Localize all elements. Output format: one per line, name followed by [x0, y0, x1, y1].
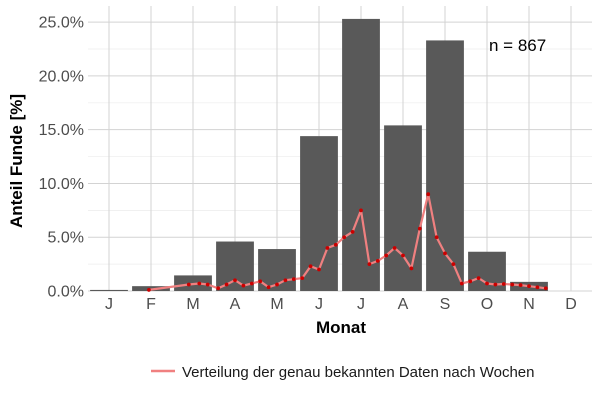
bar-series: [90, 18, 548, 292]
legend-label: Verteilung der genau bekannten Daten nac…: [182, 364, 535, 381]
line-point: [384, 253, 389, 258]
line-point: [186, 282, 191, 287]
line-point: [459, 281, 464, 286]
x-tick-label: F: [146, 296, 156, 313]
line-point: [367, 262, 372, 267]
y-tick-label: 0.0%: [48, 284, 84, 301]
line-point: [501, 282, 506, 286]
x-tick-label: M: [186, 296, 199, 313]
bar: [216, 241, 254, 291]
line-point: [485, 281, 489, 286]
y-tick-label: 20.0%: [39, 68, 84, 85]
line-point: [401, 253, 405, 258]
y-tick-labels: 0.0% 5.0% 10.0% 15.0% 20.0% 25.0%: [39, 15, 84, 301]
x-axis-title: Monat: [316, 318, 366, 337]
x-tick-label: A: [398, 296, 409, 313]
line-point: [350, 229, 355, 234]
line-point: [291, 277, 296, 282]
line-point: [527, 284, 531, 289]
bar: [342, 18, 380, 291]
legend: Verteilung der genau bekannten Daten nac…: [151, 364, 535, 381]
y-axis-title: Anteil Funde [%]: [7, 94, 26, 228]
line-point: [518, 283, 523, 287]
line-point: [216, 286, 221, 291]
line-point: [266, 285, 271, 290]
line-point: [342, 235, 347, 240]
sample-size-annotation: n = 867: [489, 36, 546, 55]
line-point: [535, 285, 540, 290]
line-point: [325, 246, 330, 250]
x-tick-label: S: [440, 296, 451, 313]
line-point: [392, 246, 397, 250]
line-point: [224, 282, 229, 287]
bar: [300, 136, 338, 291]
x-tick-label: M: [270, 296, 283, 313]
line-point: [147, 288, 151, 292]
line-point: [258, 279, 263, 284]
line-point: [417, 226, 422, 231]
line-point: [434, 235, 439, 240]
line-point: [443, 251, 447, 256]
bar: [90, 289, 128, 291]
y-tick-label: 15.0%: [39, 122, 84, 139]
line-point: [300, 276, 305, 280]
line-point: [205, 282, 210, 287]
line-point: [510, 282, 515, 287]
x-tick-label: D: [565, 296, 577, 313]
line-point: [233, 278, 237, 283]
y-tick-label: 10.0%: [39, 176, 84, 193]
y-tick-label: 25.0%: [39, 15, 84, 32]
x-tick-label: J: [105, 296, 113, 313]
line-point: [426, 192, 431, 197]
line-point: [451, 262, 456, 267]
line-point: [476, 276, 481, 280]
x-tick-label: A: [230, 296, 241, 313]
line-point: [468, 279, 473, 284]
x-tick-label: N: [523, 296, 535, 313]
line-point: [359, 208, 363, 213]
line-point: [375, 258, 380, 263]
line-point: [409, 266, 414, 271]
line-point: [493, 282, 498, 287]
line-point: [241, 283, 246, 288]
x-tick-label: J: [357, 296, 365, 313]
bar: [384, 125, 422, 292]
line-point: [543, 286, 548, 291]
x-tick-label: O: [481, 296, 493, 313]
line-point: [308, 264, 313, 269]
line-series: [147, 192, 548, 292]
line-point: [197, 281, 202, 286]
line-point: [317, 267, 321, 272]
line-point: [333, 242, 338, 247]
x-tick-label: J: [315, 296, 323, 313]
line-point: [249, 281, 254, 286]
bar: [426, 40, 464, 291]
line-point: [283, 278, 288, 283]
line-point: [275, 282, 279, 287]
y-tick-label: 5.0%: [48, 230, 84, 247]
